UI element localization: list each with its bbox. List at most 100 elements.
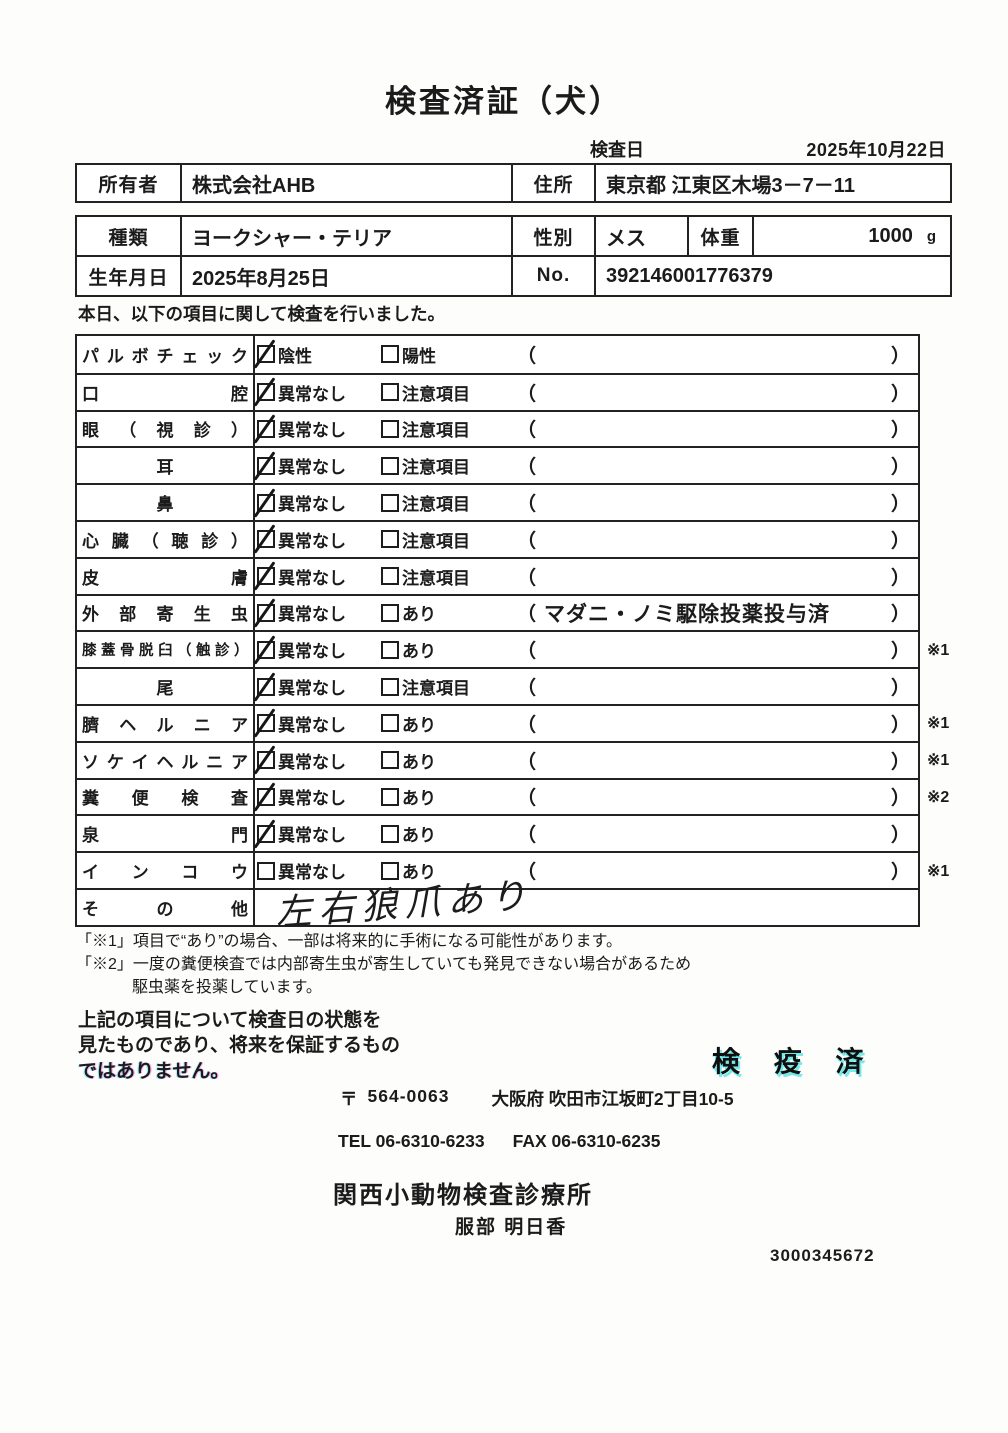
exam-note bbox=[536, 428, 891, 429]
footnote-mark: ※1 bbox=[927, 752, 950, 770]
clinic-telfax-line: TEL 06-6310-6233 FAX 06-6310-6235 bbox=[338, 1131, 660, 1152]
exam-table: パ ル ボ チ ェ ッ ク 陰性 陽性 （） 口 腔 異常なし 注意項目 （） … bbox=[75, 334, 949, 934]
exam-row-nose: 鼻 異常なし 注意項目 （ ） bbox=[77, 483, 918, 520]
check-mark bbox=[253, 671, 276, 702]
option-label: 異常なし bbox=[278, 642, 346, 662]
exam-item-label: 心 臓 （ 聴 診 ） bbox=[82, 531, 248, 551]
footnote-mark: ※2 bbox=[927, 788, 950, 806]
check-mark bbox=[253, 598, 276, 628]
footnotes: 「※1」項目で“あり”の場合、一部は将来的に手術になる可能性があります。 「※2… bbox=[76, 930, 936, 1000]
owner-label: 所有者 bbox=[77, 165, 182, 201]
checkbox-normal bbox=[257, 861, 275, 880]
check-mark bbox=[253, 524, 276, 555]
examiner-name: 服部 明日香 bbox=[455, 1217, 568, 1238]
exam-item-label: 眼 （ 視 診 ） bbox=[82, 421, 248, 441]
exam-row-fontanelle: 泉 門 異常なし あり （ ） bbox=[77, 814, 918, 852]
option-label: 注意項目 bbox=[402, 458, 470, 478]
check-mark bbox=[253, 487, 276, 518]
exam-date-value: 2025年10月22日 bbox=[806, 140, 946, 160]
option-label: 異常なし bbox=[278, 605, 346, 625]
checkbox-present bbox=[381, 787, 399, 806]
paren-open: （ bbox=[517, 383, 537, 405]
footnote-mark: ※1 bbox=[927, 715, 950, 733]
exam-note bbox=[536, 649, 891, 650]
paren-open: （ bbox=[517, 678, 537, 700]
paren-close: ） bbox=[890, 678, 910, 700]
footnote-1: 「※1」項目で“あり”の場合、一部は将来的に手術になる可能性があります。 bbox=[76, 933, 622, 950]
checkbox-caution bbox=[381, 677, 399, 696]
owner-value: 株式会社AHB bbox=[182, 165, 513, 201]
pet-table: 種類 ヨークシャー・テリア 性別 メス 体重 1000 g 生年月日 2025年… bbox=[75, 215, 952, 297]
checkbox-normal bbox=[253, 524, 276, 555]
exam-row-other: そ の 他 左右狼爪あり bbox=[77, 874, 918, 934]
check-mark bbox=[253, 782, 276, 812]
checkbox-normal bbox=[253, 450, 276, 481]
paren-close: ） bbox=[890, 494, 910, 516]
footnote-2-line1: 「※2」一度の糞便検査では内部寄生虫が寄生していても発見できない場合があるため bbox=[76, 956, 692, 974]
exam-date-label: 検査日 bbox=[590, 140, 644, 160]
quarantine-stamp: 検 疫 済 bbox=[712, 1046, 877, 1077]
exam-note bbox=[536, 465, 891, 466]
option-label: あり bbox=[402, 826, 436, 846]
exam-item-label: 膝蓋骨脱臼（触診） bbox=[82, 643, 249, 660]
breed-label: 種類 bbox=[77, 217, 182, 255]
checkbox-normal bbox=[253, 561, 276, 591]
breed-row: 種類 ヨークシャー・テリア 性別 メス 体重 1000 g bbox=[77, 217, 950, 255]
paren-close: ） bbox=[890, 788, 910, 810]
option-label: 注意項目 bbox=[402, 421, 470, 441]
exam-row-mouth: 口 腔 異常なし 注意項目 （ ） bbox=[77, 372, 918, 410]
paren-open: （ bbox=[517, 714, 537, 736]
option-label: 異常なし bbox=[278, 458, 346, 478]
sex-value: メス bbox=[596, 217, 689, 255]
checkbox-normal bbox=[253, 598, 276, 628]
exam-item-label: 臍 ヘ ル ニ ア bbox=[82, 715, 248, 735]
checkbox-present bbox=[381, 603, 399, 622]
exam-note bbox=[536, 576, 891, 577]
option-label: 異常なし bbox=[278, 679, 346, 699]
checkbox-normal bbox=[253, 414, 276, 444]
intro-text: 本日、以下の項目に関して検査を行いました。 bbox=[78, 304, 445, 324]
paren-close: ） bbox=[890, 751, 910, 773]
weight-value-cell: 1000 g bbox=[754, 217, 950, 255]
page-title: 検査済証（犬） bbox=[385, 84, 623, 119]
checkbox-positive bbox=[381, 345, 399, 364]
birth-row: 生年月日 2025年8月25日 No. 392146001776379 bbox=[77, 255, 950, 295]
option-label: 異常なし bbox=[278, 826, 346, 846]
exam-item-label: 鼻 bbox=[156, 495, 174, 515]
disclaimer-statement: 上記の項目について検査日の状態を 見たものであり、将来を保証するもの ではありま… bbox=[78, 1008, 400, 1084]
address-value: 東京都 江東区木場3－7－11 bbox=[606, 174, 855, 197]
postal-code: 564-0063 bbox=[367, 1086, 450, 1106]
statement-line3: ではありません。 bbox=[78, 1060, 230, 1082]
checkbox-caution bbox=[381, 456, 399, 475]
checkbox-present bbox=[381, 751, 399, 770]
exam-item-label: そ の 他 bbox=[82, 899, 248, 919]
weight-value: 1000 bbox=[868, 224, 913, 247]
exam-row-skin: 皮 膚 異常なし 注意項目 （ ） bbox=[77, 556, 918, 594]
owner-row: 所有者 株式会社AHB 住所 東京都 江東区木場3－7－11 bbox=[77, 165, 950, 201]
serial-number: 3000345672 bbox=[770, 1246, 875, 1265]
postal-mark: 〒 bbox=[340, 1089, 358, 1109]
option-label: 異常なし bbox=[278, 495, 346, 515]
checkbox-normal bbox=[253, 377, 276, 407]
paren-close: ） bbox=[890, 345, 910, 367]
option-label: 注意項目 bbox=[402, 568, 470, 588]
exam-note-treatment: マダニ・ノミ駆除投薬投与済 bbox=[544, 602, 831, 626]
option-label: あり bbox=[402, 715, 436, 735]
paren-close: ） bbox=[890, 530, 910, 552]
paren-close: ） bbox=[890, 604, 910, 626]
option-label: 異常なし bbox=[278, 789, 346, 809]
option-label: 異常なし bbox=[278, 752, 346, 772]
checkbox-normal bbox=[253, 782, 276, 812]
exam-note bbox=[536, 686, 891, 687]
paren-close: ） bbox=[890, 862, 910, 884]
exam-item-label: イ ン コ ウ bbox=[82, 863, 248, 883]
statement-line2: 見たものであり、将来を保証するもの bbox=[78, 1035, 401, 1057]
exam-item-label: パ ル ボ チ ェ ッ ク bbox=[82, 346, 248, 366]
paren-open: （ bbox=[517, 457, 537, 479]
option-label: 注意項目 bbox=[402, 679, 470, 699]
option-label: 異常なし bbox=[278, 421, 346, 441]
number-value: 392146001776379 bbox=[606, 264, 773, 287]
exam-note bbox=[536, 354, 891, 355]
breed-value: ヨークシャー・テリア bbox=[182, 217, 513, 255]
